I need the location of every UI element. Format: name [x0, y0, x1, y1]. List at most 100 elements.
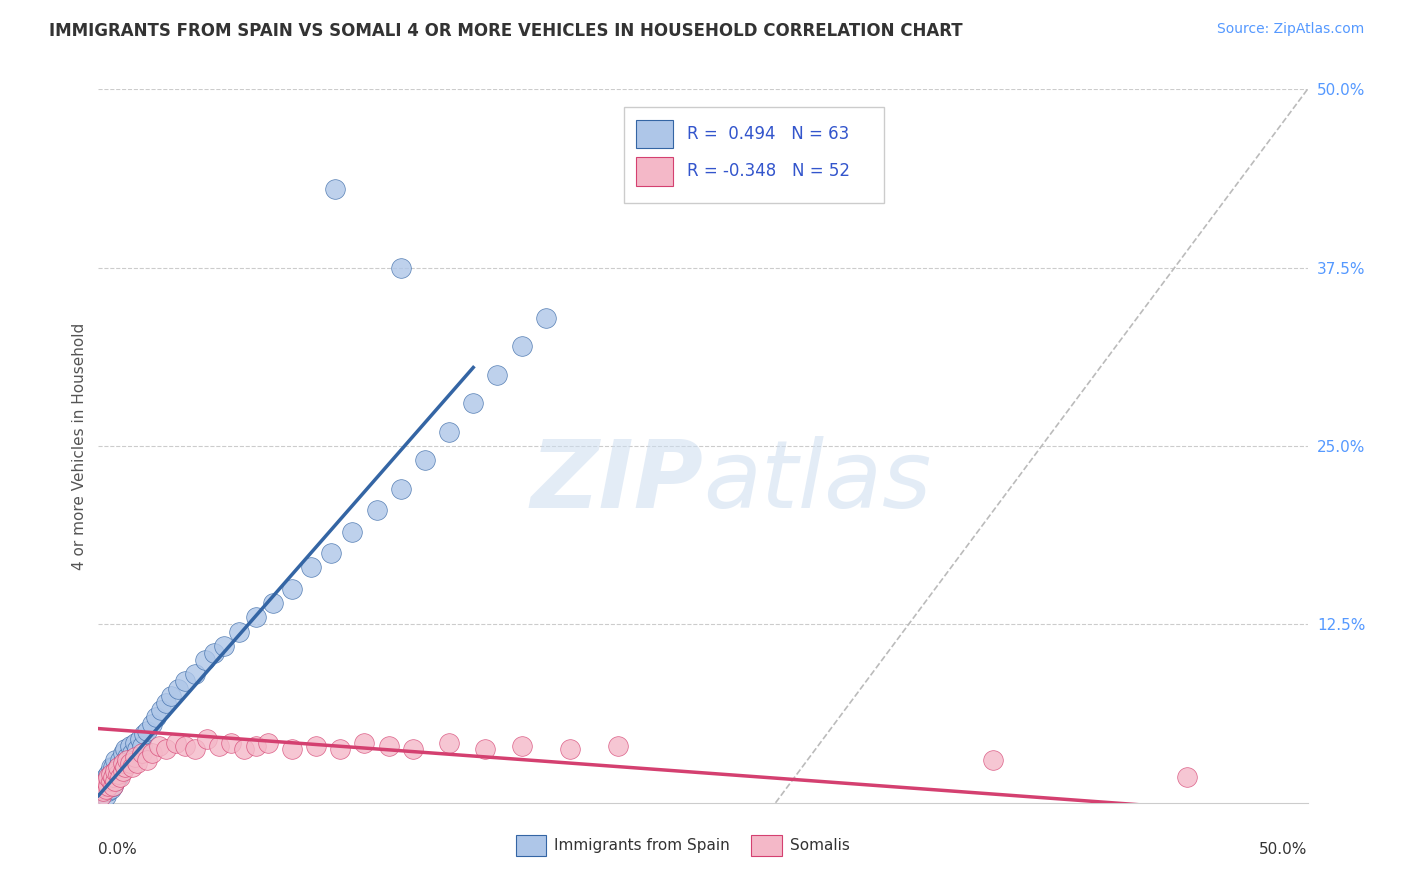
Point — [94, 774, 117, 789]
Point — [91, 779, 114, 793]
Point — [101, 770, 124, 784]
Point — [101, 770, 124, 784]
Point — [111, 760, 134, 774]
Point — [97, 779, 120, 793]
Point — [104, 774, 127, 789]
Point — [107, 767, 129, 781]
Point — [104, 764, 127, 779]
Point — [117, 750, 139, 764]
Point — [245, 739, 267, 753]
Point — [124, 736, 146, 750]
Point — [91, 781, 114, 796]
Point — [118, 756, 141, 770]
Point — [195, 731, 218, 746]
Point — [174, 739, 197, 753]
Point — [121, 746, 143, 760]
Point — [281, 741, 304, 756]
Point — [342, 524, 364, 539]
Point — [104, 764, 127, 779]
Text: R =  0.494   N = 63: R = 0.494 N = 63 — [688, 125, 849, 143]
Point — [108, 767, 131, 781]
Point — [299, 560, 322, 574]
Point — [474, 741, 496, 756]
Point — [94, 789, 117, 803]
Point — [111, 746, 134, 760]
Point — [141, 717, 163, 731]
Point — [131, 746, 153, 760]
Point — [97, 767, 120, 781]
Point — [101, 760, 124, 774]
Point — [107, 760, 129, 774]
FancyBboxPatch shape — [624, 107, 884, 203]
Point — [150, 703, 173, 717]
Point — [134, 727, 156, 741]
Point — [256, 736, 278, 750]
Point — [100, 774, 122, 789]
Point — [184, 667, 207, 681]
Point — [510, 739, 533, 753]
Point — [510, 339, 533, 353]
Point — [97, 770, 120, 784]
Point — [100, 767, 122, 781]
Point — [212, 639, 235, 653]
Point — [135, 724, 157, 739]
Point — [107, 770, 129, 784]
Point — [319, 546, 342, 560]
Point — [194, 653, 217, 667]
Point — [94, 770, 117, 784]
Point — [148, 739, 170, 753]
Point — [114, 756, 136, 770]
Point — [141, 746, 163, 760]
Text: 0.0%: 0.0% — [98, 842, 138, 857]
Point — [534, 310, 557, 325]
Point — [104, 774, 127, 789]
Text: IMMIGRANTS FROM SPAIN VS SOMALI 4 OR MORE VEHICLES IN HOUSEHOLD CORRELATION CHAR: IMMIGRANTS FROM SPAIN VS SOMALI 4 OR MOR… — [49, 22, 963, 40]
Point — [366, 503, 388, 517]
Point — [232, 741, 254, 756]
Point — [100, 767, 122, 781]
FancyBboxPatch shape — [637, 157, 672, 186]
Point — [281, 582, 304, 596]
Point — [114, 760, 136, 774]
Point — [91, 784, 114, 798]
Point — [463, 396, 485, 410]
Point — [208, 739, 231, 753]
Point — [94, 774, 117, 789]
Point — [114, 741, 136, 756]
Point — [329, 741, 352, 756]
Point — [155, 696, 177, 710]
Point — [111, 764, 134, 779]
Point — [204, 646, 226, 660]
Text: Source: ZipAtlas.com: Source: ZipAtlas.com — [1216, 22, 1364, 37]
Point — [262, 596, 284, 610]
Point — [90, 784, 112, 798]
Point — [221, 736, 243, 750]
Point — [305, 739, 328, 753]
Point — [90, 789, 112, 803]
Point — [128, 731, 150, 746]
Point — [97, 779, 120, 793]
Point — [127, 741, 149, 756]
Point — [118, 739, 141, 753]
Point — [245, 610, 267, 624]
Point — [437, 425, 460, 439]
Point — [131, 739, 153, 753]
FancyBboxPatch shape — [637, 120, 672, 148]
Point — [377, 739, 399, 753]
Point — [402, 741, 425, 756]
Point — [353, 736, 375, 750]
Text: atlas: atlas — [703, 436, 931, 527]
Text: Somalis: Somalis — [790, 838, 851, 853]
Point — [167, 681, 190, 696]
Point — [90, 789, 112, 803]
Point — [108, 753, 131, 767]
FancyBboxPatch shape — [751, 835, 782, 856]
Point — [100, 781, 122, 796]
Point — [111, 756, 134, 770]
Y-axis label: 4 or more Vehicles in Household: 4 or more Vehicles in Household — [72, 322, 87, 570]
Point — [121, 760, 143, 774]
Point — [607, 739, 630, 753]
Point — [160, 689, 183, 703]
Point — [174, 674, 197, 689]
Point — [155, 741, 177, 756]
